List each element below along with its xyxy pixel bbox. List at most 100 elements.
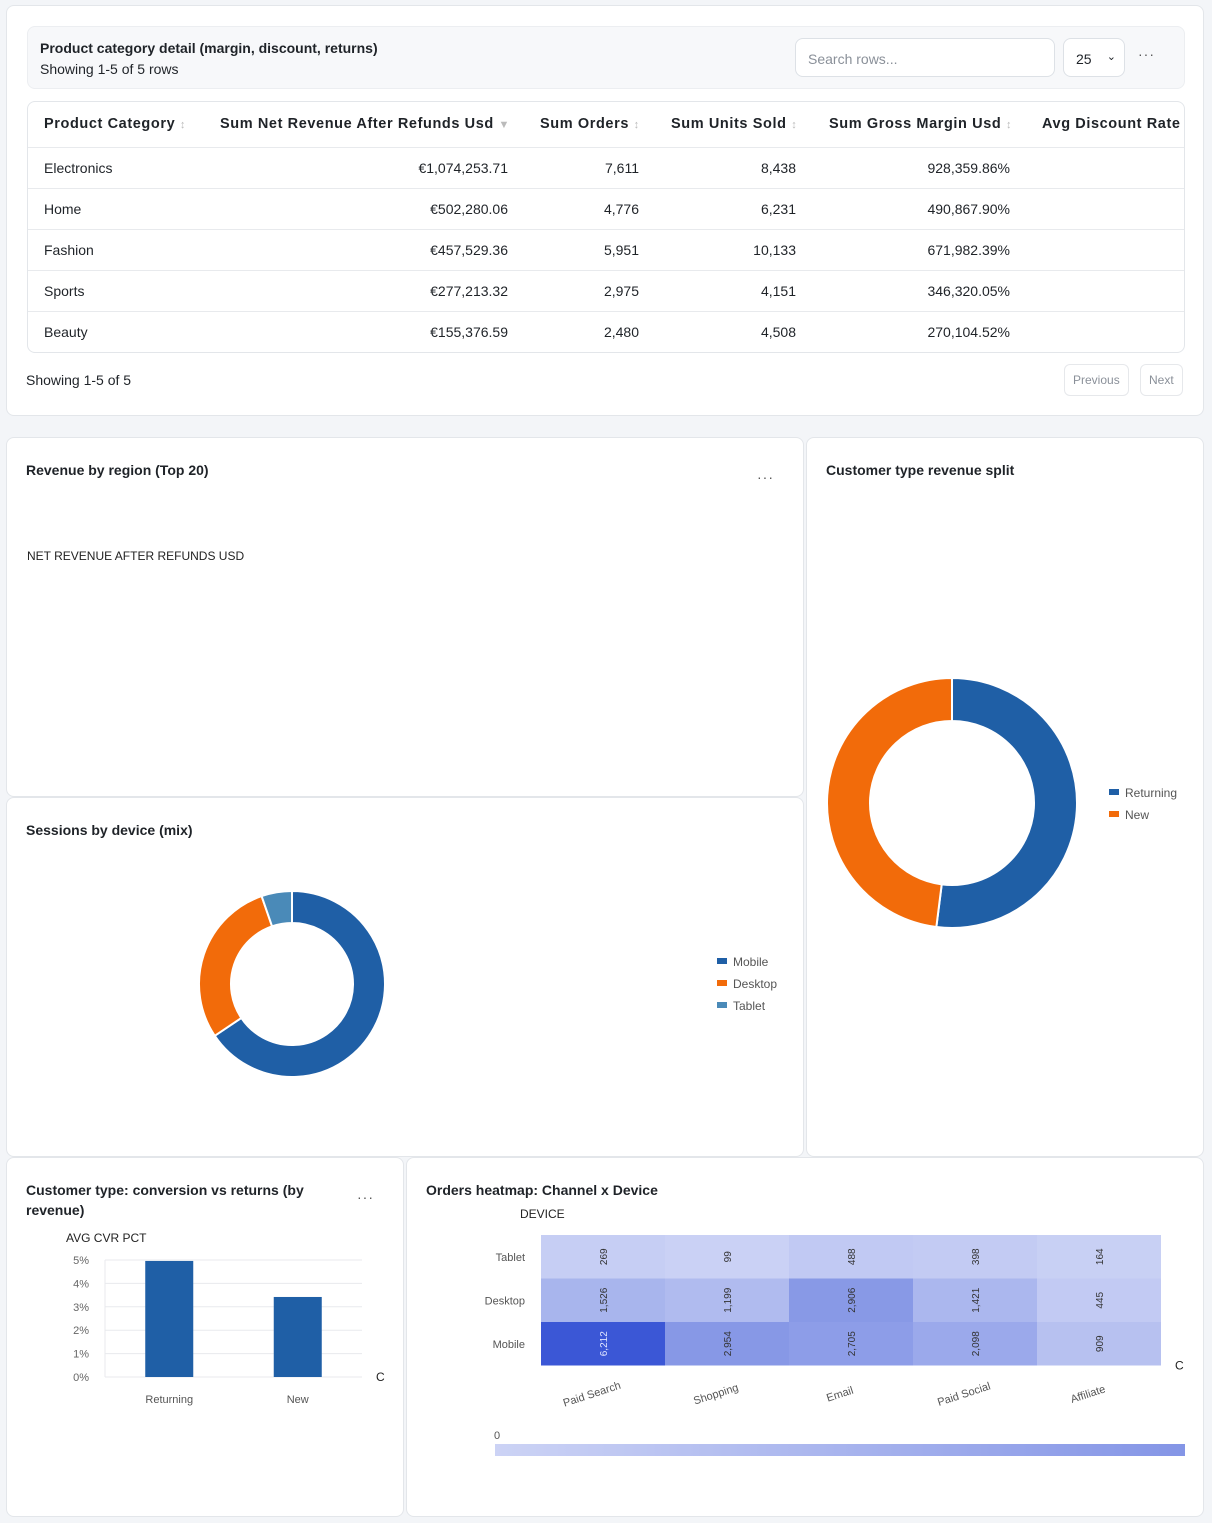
sort-icon[interactable]: ↕ [633,119,640,131]
next-button[interactable]: Next [1140,364,1183,396]
heatmap-cell [665,1322,789,1366]
cell-value-label: 164 [1095,1248,1106,1265]
table-cell: €1,074,253.71 [418,160,508,176]
table-cell: 2,480 [603,324,639,340]
column-header-label: Sum Orders [540,116,629,132]
table-cell: 490,867.90% [927,201,1010,217]
more-options-icon[interactable]: ··· [1138,46,1155,62]
cell-value-label: 99 [723,1251,734,1263]
y-tick-label: 1% [73,1349,89,1361]
table-cell: €502,280.06 [430,201,508,217]
heatmap-cell [541,1322,665,1366]
chart-title: Orders heatmap: Channel x Device [426,1182,658,1198]
bar [273,1296,322,1377]
table-row[interactable]: Sports €277,213.32 2,975 4,151 346,320.05% [28,270,1184,311]
cell-value-label: 1,421 [971,1287,982,1312]
x-tick-label: Returning [145,1394,193,1406]
bar [145,1260,194,1377]
legend-label: New [1125,808,1149,822]
data-table: Product Category ↕ Sum Net Revenue After … [27,101,1185,353]
column-header[interactable]: Sum Orders ↕ [540,102,640,147]
sort-icon[interactable]: ↕ [1005,119,1013,131]
table-cell: 928,359.86% [927,160,1010,176]
color-scale-min-label: 0 [494,1430,500,1442]
heatmap-cell [1037,1322,1161,1366]
heatmap-cell [913,1278,1037,1322]
donut-slice [198,894,274,1038]
sort-icon[interactable]: ▼ [498,119,511,131]
heatmap-cell [541,1235,665,1279]
y-tick-label: Desktop [485,1295,525,1307]
table-cell: 8,438 [760,160,796,176]
table-cell: Home [44,201,82,217]
cell-value-label: 488 [847,1248,858,1265]
sort-icon[interactable]: ↕ [179,119,187,131]
column-header[interactable]: Sum Net Revenue After Refunds Usd ▼ [220,102,510,147]
table-cell: 7,611 [605,160,639,176]
conversion-chart-card: Customer type: conversion vs returns (by… [6,1157,404,1517]
table-cell: 346,320.05% [927,283,1010,299]
column-header[interactable]: Product Category ↕ [44,102,186,147]
column-header-label: Sum Gross Margin Usd [829,116,1002,132]
x-tick-label: Paid Social [936,1380,992,1408]
cell-value-label: 269 [599,1248,610,1265]
donut-slice [826,676,953,929]
donut-slice [935,676,1078,929]
x-tick-label: Affiliate [1069,1383,1107,1405]
cell-value-label: 6,212 [599,1331,610,1356]
chart-title: Revenue by region (Top 20) [26,462,209,478]
x-tick-label: Email [825,1385,855,1405]
heatmap-cell [1037,1235,1161,1279]
column-header-label: Sum Net Revenue After Refunds Usd [220,116,494,132]
cell-value-label: 1,199 [723,1287,734,1312]
heatmap-cell [913,1235,1037,1279]
table-cell: €155,376.59 [430,324,508,340]
table-cell: 6,231 [760,201,796,217]
donut-slice [260,889,293,928]
y-tick-label: 0% [73,1372,89,1384]
table-row[interactable]: Electronics €1,074,253.71 7,611 8,438 928,35… [28,147,1184,188]
x-tick-label: New [287,1394,309,1406]
column-header[interactable]: Sum Gross Margin Usd ↕ [829,102,1012,147]
customer-split-card: Customer type revenue split Returning New [806,437,1204,1157]
chart-title: Sessions by device (mix) [26,822,193,838]
chart-title: Customer type revenue split [826,462,1015,478]
previous-button[interactable]: Previous [1064,364,1129,396]
legend-swatch [1109,789,1119,795]
search-input[interactable]: Search rows... [795,38,1055,77]
y-tick-label: 4% [73,1278,89,1290]
table-cell: 4,776 [603,201,639,217]
legend-label: Mobile [733,955,769,969]
cell-value-label: 909 [1095,1335,1106,1352]
table-cell: 671,982.39% [927,242,1010,258]
page-size-select[interactable]: 25 ⌄ [1063,38,1125,77]
legend-swatch [717,980,727,986]
y-axis-title: NET REVENUE AFTER REFUNDS USD [27,549,244,563]
column-header-label: Sum Units Sold [671,116,787,132]
table-row[interactable]: Fashion €457,529.36 5,951 10,133 671,982.39% [28,229,1184,270]
more-options-icon[interactable]: ··· [757,469,774,485]
legend-swatch [717,958,727,964]
more-options-icon[interactable]: ··· [357,1189,374,1205]
region-chart-card: Revenue by region (Top 20) ··· NET REVEN… [6,437,804,797]
sort-icon[interactable]: ↕ [791,119,798,131]
column-header[interactable]: Sum Units Sold ↕ [671,102,797,147]
y-tick-label: Tablet [496,1252,525,1264]
heatmap-cell [789,1322,913,1366]
device-mix-card: Sessions by device (mix) Mobile Desktop Ta… [6,797,804,1157]
pagination-info: Showing 1-5 of 5 [26,372,132,388]
table-row[interactable]: Beauty €155,376.59 2,480 4,508 270,104.52% [28,311,1184,352]
legend-label: Desktop [733,977,777,991]
y-axis-title: AVG CVR PCT [66,1231,147,1245]
cell-value-label: 2,705 [847,1331,858,1356]
legend-label: Returning [1125,786,1177,800]
heatmap-cell [789,1235,913,1279]
cell-value-label: 398 [971,1248,982,1265]
legend-label: Tablet [733,999,766,1013]
table-cell: Electronics [44,160,113,176]
table-row[interactable]: Home €502,280.06 4,776 6,231 490,867.90% [28,188,1184,229]
orders-heatmap: DEVICE Tablet 269 99 488 398 164 Desktop 1,526 1,… [485,1207,1185,1456]
column-header[interactable]: Avg Discount Rate [1042,102,1181,147]
cell-value-label: 1,526 [599,1287,610,1312]
table-cell: €277,213.32 [430,283,508,299]
